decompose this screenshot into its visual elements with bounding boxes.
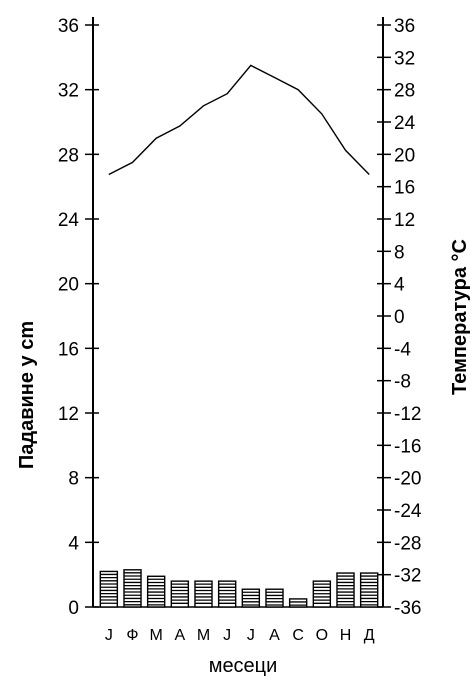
- precipitation-bar: [99, 570, 119, 608]
- precipitation-bar-outline: [288, 598, 308, 608]
- precipitation-bar: [312, 580, 332, 608]
- precipitation-bar: [241, 588, 261, 608]
- precipitation-bar: [123, 569, 142, 608]
- right-axis-tick-label: -16: [394, 436, 421, 457]
- month-label: М: [150, 627, 163, 644]
- precipitation-bar: [146, 575, 166, 608]
- right-axis-tick-label: 8: [394, 242, 405, 263]
- right-axis-tick-label: 4: [394, 275, 405, 296]
- right-axis-title: Температура °C: [449, 239, 471, 395]
- precipitation-bar: [194, 580, 213, 608]
- precipitation-bar-outline: [99, 570, 119, 608]
- precipitation-bar: [336, 572, 355, 608]
- left-axis-tick-label: 32: [58, 81, 79, 102]
- month-label: J: [105, 627, 113, 644]
- right-axis-tick-label: 0: [394, 307, 405, 328]
- precipitation-bar: [170, 580, 190, 608]
- month-label: О: [316, 627, 328, 644]
- month-label: А: [269, 627, 280, 644]
- left-axis-tick-label: 4: [68, 533, 79, 554]
- left-axis-tick-label: 20: [58, 275, 79, 296]
- month-label: Д: [364, 627, 375, 644]
- left-y-axis: 0 4 8 12 16 20 24 28 32 36: [58, 16, 383, 619]
- month-label: М: [197, 627, 210, 644]
- right-axis-tick-label: -20: [394, 469, 421, 490]
- right-axis-tick-label: 28: [394, 81, 415, 102]
- right-axis-tick-label: -12: [394, 404, 421, 425]
- right-axis-tick-label: 12: [394, 210, 415, 231]
- precipitation-bar: [359, 572, 379, 608]
- left-axis-tick-label: 16: [58, 339, 79, 360]
- right-axis-tick-label: -36: [394, 598, 421, 619]
- right-axis-tick-label: 36: [394, 16, 415, 37]
- precipitation-bar: [288, 598, 308, 608]
- right-axis-tick-label: 16: [394, 178, 415, 199]
- left-axis-title: Падавине у cm: [16, 321, 38, 469]
- month-label: С: [292, 627, 304, 644]
- temperature-line: [108, 64, 370, 176]
- temperature-line-group: [108, 64, 370, 176]
- right-axis-tick-label: 32: [394, 48, 415, 69]
- right-axis-tick-label: -28: [394, 533, 421, 554]
- month-label: J: [223, 627, 231, 644]
- right-axis-tick-label: 20: [394, 145, 415, 166]
- month-label: J: [247, 627, 255, 644]
- right-axis-tick-label: -4: [394, 339, 411, 360]
- precipitation-bar: [265, 588, 284, 608]
- right-axis-tick-label: -8: [394, 372, 411, 393]
- left-axis-tick-label: 0: [68, 598, 79, 619]
- left-axis-tick-label: 28: [58, 145, 79, 166]
- right-y-axis: -36 -32 -28 -24 -20 -16 -12 -8 -4 0 4 8 12 16 20 24 28 32…: [377, 16, 422, 619]
- left-axis-tick-label: 12: [58, 404, 79, 425]
- month-label: Н: [340, 627, 352, 644]
- right-axis-tick-label: -32: [394, 566, 421, 587]
- left-axis-tick-label: 36: [58, 16, 79, 37]
- month-label: Ф: [126, 627, 138, 644]
- precipitation-bars: [99, 569, 379, 608]
- right-axis-tick-label: -24: [394, 501, 422, 522]
- left-axis-tick-label: 24: [58, 210, 80, 231]
- month-label: А: [174, 627, 185, 644]
- right-axis-tick-label: 24: [394, 113, 416, 134]
- precipitation-bar: [217, 580, 237, 608]
- left-axis-tick-label: 8: [68, 469, 79, 490]
- x-axis-title: месеци: [209, 655, 278, 677]
